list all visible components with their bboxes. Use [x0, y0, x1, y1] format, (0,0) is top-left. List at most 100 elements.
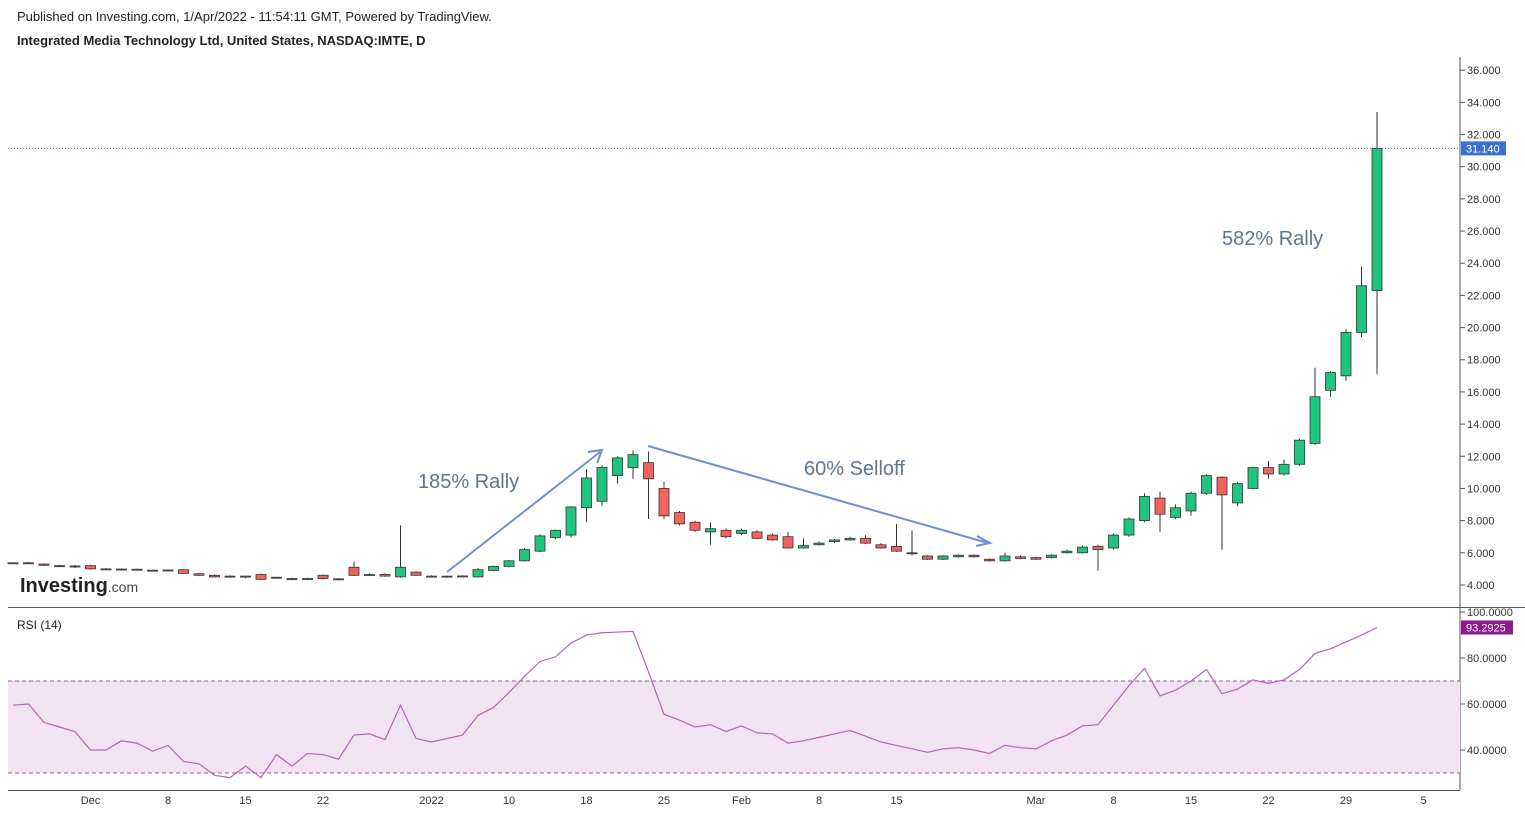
last-price-box — [1461, 141, 1506, 156]
candle-body — [441, 575, 453, 578]
y-tick-label: 36.000 — [1467, 65, 1501, 77]
candle-body — [240, 575, 251, 578]
candle-body — [116, 568, 127, 571]
arrow — [647, 445, 989, 544]
x-tick-label: Dec — [81, 795, 101, 807]
candle-body — [23, 562, 34, 565]
logo-domain: .com — [108, 579, 138, 595]
candle-body — [317, 574, 329, 579]
candle-body — [1356, 285, 1367, 333]
rsi-title: RSI (14) — [17, 618, 62, 632]
candle-body — [705, 528, 716, 533]
candle-body — [1185, 492, 1197, 512]
y-tick-label: 34.000 — [1467, 97, 1501, 109]
candle-body — [1046, 554, 1057, 559]
candle-body — [643, 462, 654, 480]
candle-body — [1294, 439, 1305, 465]
candle-body — [1170, 507, 1181, 518]
x-tick-label: 8 — [165, 795, 171, 807]
candle-body — [782, 536, 794, 549]
candle-body — [1154, 497, 1166, 515]
candle-body — [1278, 463, 1290, 475]
x-tick-label: 15 — [239, 795, 251, 807]
candle-body — [658, 488, 670, 517]
candle-body — [302, 578, 313, 580]
candle-body — [286, 578, 298, 581]
y-tick-label: 4.000 — [1467, 580, 1495, 592]
candle-body — [1371, 147, 1383, 291]
y-tick-label: 12.000 — [1467, 451, 1501, 463]
x-tick-label: 29 — [1340, 795, 1352, 807]
candle-body — [1340, 332, 1352, 377]
rsi-last-box — [1461, 620, 1513, 635]
candle-body — [426, 575, 437, 578]
y-tick-label: 22.000 — [1467, 290, 1501, 302]
candle-body — [364, 574, 375, 576]
rsi-band — [8, 681, 1460, 773]
candle-body — [7, 562, 19, 565]
candle-body — [1309, 396, 1321, 444]
x-tick-label: 10 — [503, 795, 515, 807]
candle-body — [472, 569, 484, 578]
x-tick-label: 22 — [317, 795, 329, 807]
candle-body — [255, 574, 267, 580]
x-tick-label: 8 — [1110, 795, 1116, 807]
y-tick-label: 28.000 — [1467, 194, 1501, 206]
candle-body — [379, 574, 391, 577]
candle-body — [1015, 556, 1026, 559]
candle-body — [581, 477, 592, 509]
candle-body — [209, 574, 220, 578]
candle-body — [875, 544, 887, 549]
candle-body — [85, 565, 96, 570]
candle-body — [271, 576, 282, 579]
x-tick-label: Feb — [732, 795, 751, 807]
y-tick-label: 8.000 — [1467, 516, 1495, 528]
candle-body — [937, 555, 949, 560]
y-tick-label: 18.000 — [1467, 355, 1501, 367]
x-tick-label: 15 — [1185, 795, 1197, 807]
candle-body — [1092, 545, 1104, 550]
x-tick-label: 22 — [1262, 795, 1274, 807]
y-tick-label: 14.000 — [1467, 419, 1501, 431]
candle-body — [193, 573, 205, 576]
logo-name: Investing — [20, 575, 108, 597]
candle-body — [906, 552, 918, 555]
candle-body — [457, 575, 468, 578]
y-tick-label: 80.0000 — [1467, 653, 1507, 665]
y-tick-label: 16.000 — [1467, 387, 1501, 399]
arrow — [446, 451, 601, 573]
y-tick-label: 60.0000 — [1467, 699, 1507, 711]
rsi-last-label: 93.2925 — [1466, 622, 1506, 634]
candle-body — [1232, 483, 1243, 504]
candle-body — [550, 529, 561, 538]
arrows — [446, 445, 993, 573]
candle-body — [100, 568, 112, 571]
candle-body — [178, 569, 189, 574]
candle-body — [395, 566, 406, 578]
candle-body — [348, 566, 360, 576]
candle-body — [767, 534, 778, 541]
candle-body — [1263, 467, 1274, 475]
candle-body — [1123, 518, 1135, 536]
candle-body — [751, 531, 763, 539]
candle-body — [1139, 496, 1150, 522]
x-tick-label: 18 — [580, 795, 592, 807]
annotation: 185% Rally — [418, 471, 519, 493]
arrow-head — [587, 448, 604, 464]
candle-body — [844, 537, 856, 541]
y-tick-label: 10.000 — [1467, 483, 1501, 495]
arrow-head — [975, 535, 993, 547]
candle-body — [689, 521, 701, 531]
candle-body — [565, 506, 577, 536]
candle-body — [1077, 546, 1088, 554]
published-note: Published on Investing.com, 1/Apr/2022 -… — [17, 9, 492, 24]
candle-body — [38, 563, 50, 566]
candle-body — [1216, 476, 1228, 496]
candle-body — [410, 571, 422, 576]
x-tick-label: 15 — [890, 795, 902, 807]
y-tick-label: 100.0000 — [1467, 607, 1513, 619]
candle-body — [1061, 550, 1073, 554]
candle-body — [488, 566, 499, 571]
